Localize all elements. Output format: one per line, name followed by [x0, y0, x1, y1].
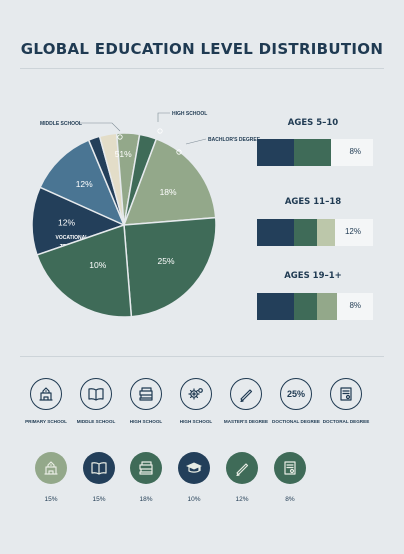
age-bar-segment	[293, 219, 317, 246]
callout-dot	[157, 128, 163, 134]
education-icon-cell: HIGH SCHOOL	[118, 378, 174, 424]
pie-slice	[123, 216, 217, 318]
percent-badge: 25%	[280, 378, 312, 410]
page-title: GLOBAL EDUCATION LEVEL DISTRIBUTION	[20, 40, 384, 58]
certificate-icon	[330, 378, 362, 410]
callout-line	[157, 112, 170, 122]
callout-dot	[117, 134, 123, 140]
pie-slice	[39, 139, 126, 227]
pie-slice-label: 18%	[160, 187, 177, 197]
pie-slice	[122, 137, 217, 226]
callout-label: MIDDLE SCHOOL	[40, 121, 82, 127]
education-percent-cell: 18%	[118, 452, 174, 503]
book-icon	[83, 452, 115, 484]
age-bar-segment	[316, 293, 337, 320]
certificate-icon	[274, 452, 306, 484]
age-bar-value: 8%	[349, 301, 361, 310]
education-percent-cell: 15%	[71, 452, 127, 503]
callout-label: BACHLOR'S DEGREE	[208, 137, 261, 143]
age-group-title: AGES 19–1+	[284, 271, 342, 281]
pie-slice-label: 12%	[76, 179, 93, 189]
age-bar-segment	[316, 219, 335, 246]
age-group-title: AGES 5–10	[287, 118, 339, 128]
education-icon-cell: 25% DOCTIONAL DEGREE	[268, 378, 324, 424]
school-icon	[30, 378, 62, 410]
education-icon-cell: MIDDLE SCHOOL	[68, 378, 124, 424]
education-level-label: DOCTIONAL DEGREE	[272, 419, 320, 424]
gears-icon	[180, 378, 212, 410]
callout-dot	[176, 149, 182, 155]
pie-slice	[36, 223, 133, 318]
callout-line	[78, 122, 121, 132]
section-divider	[20, 356, 384, 357]
education-level-label: HIGH SCHOOL	[179, 419, 213, 424]
education-icon-cell: PRIMARY SCHOOL	[18, 378, 74, 424]
pie-chart: 12%VOCATIONALTRAINING12%51%18%25%10%MIDD…	[31, 111, 261, 318]
education-percent-value: 12%	[235, 496, 249, 503]
education-percent-cell: 15%	[23, 452, 79, 503]
education-level-label: MASTER'S DEGREE	[223, 419, 269, 424]
education-icon-cell: HIGH SCHOOL	[168, 378, 224, 424]
education-percent-cell: 10%	[166, 452, 222, 503]
education-icon-cell: MASTER'S DEGREE	[218, 378, 274, 424]
education-percent-cell: 12%	[214, 452, 270, 503]
age-bar-segment	[257, 293, 294, 320]
age-bar-segment	[293, 139, 331, 166]
age-bar: 8%	[257, 139, 373, 166]
education-icon-cell: DOCTORAL DEGREE	[318, 378, 374, 424]
title-divider	[20, 68, 384, 69]
diploma-icon	[226, 452, 258, 484]
age-bar-segment	[257, 219, 294, 246]
school-icon	[35, 452, 67, 484]
education-level-label: MIDDLE SCHOOL	[76, 419, 116, 424]
education-percent-value: 18%	[139, 496, 153, 503]
pie-slice	[31, 186, 127, 256]
education-level-label: DOCTORAL DEGREE	[322, 419, 370, 424]
age-bar-value: 12%	[344, 227, 361, 236]
education-percent-cell: 8%	[262, 452, 318, 503]
books-stack-icon	[130, 378, 162, 410]
graduation-cap-icon	[178, 452, 210, 484]
education-level-label: HIGH SCHOOL	[129, 419, 163, 424]
education-level-label: PRIMARY SCHOOL	[25, 419, 67, 424]
pie-slice-label: 10%	[89, 260, 106, 270]
age-bar-segment	[257, 139, 294, 166]
education-percent-value: 10%	[187, 496, 201, 503]
education-percent-value: 15%	[44, 496, 58, 503]
pie-slice-label: 51%	[115, 149, 132, 159]
pie-slice-label: 25%	[157, 256, 174, 266]
age-bar: 8%	[257, 293, 373, 320]
callout-line	[185, 138, 207, 145]
diploma-icon	[230, 378, 262, 410]
books-stack-icon	[130, 452, 162, 484]
pie-slice-label: 12%	[58, 218, 75, 228]
education-percent-value: 15%	[92, 496, 106, 503]
age-bar-value: 8%	[349, 147, 361, 156]
age-bar-segment	[293, 293, 317, 320]
age-group-title: AGES 11–18	[284, 197, 342, 207]
age-bar: 12%	[257, 219, 373, 246]
book-icon	[80, 378, 112, 410]
education-percent-value: 8%	[285, 496, 295, 503]
pie-slice-annotation: VOCATIONAL	[56, 235, 89, 241]
callout-label: HIGH SCHOOL	[172, 111, 207, 117]
